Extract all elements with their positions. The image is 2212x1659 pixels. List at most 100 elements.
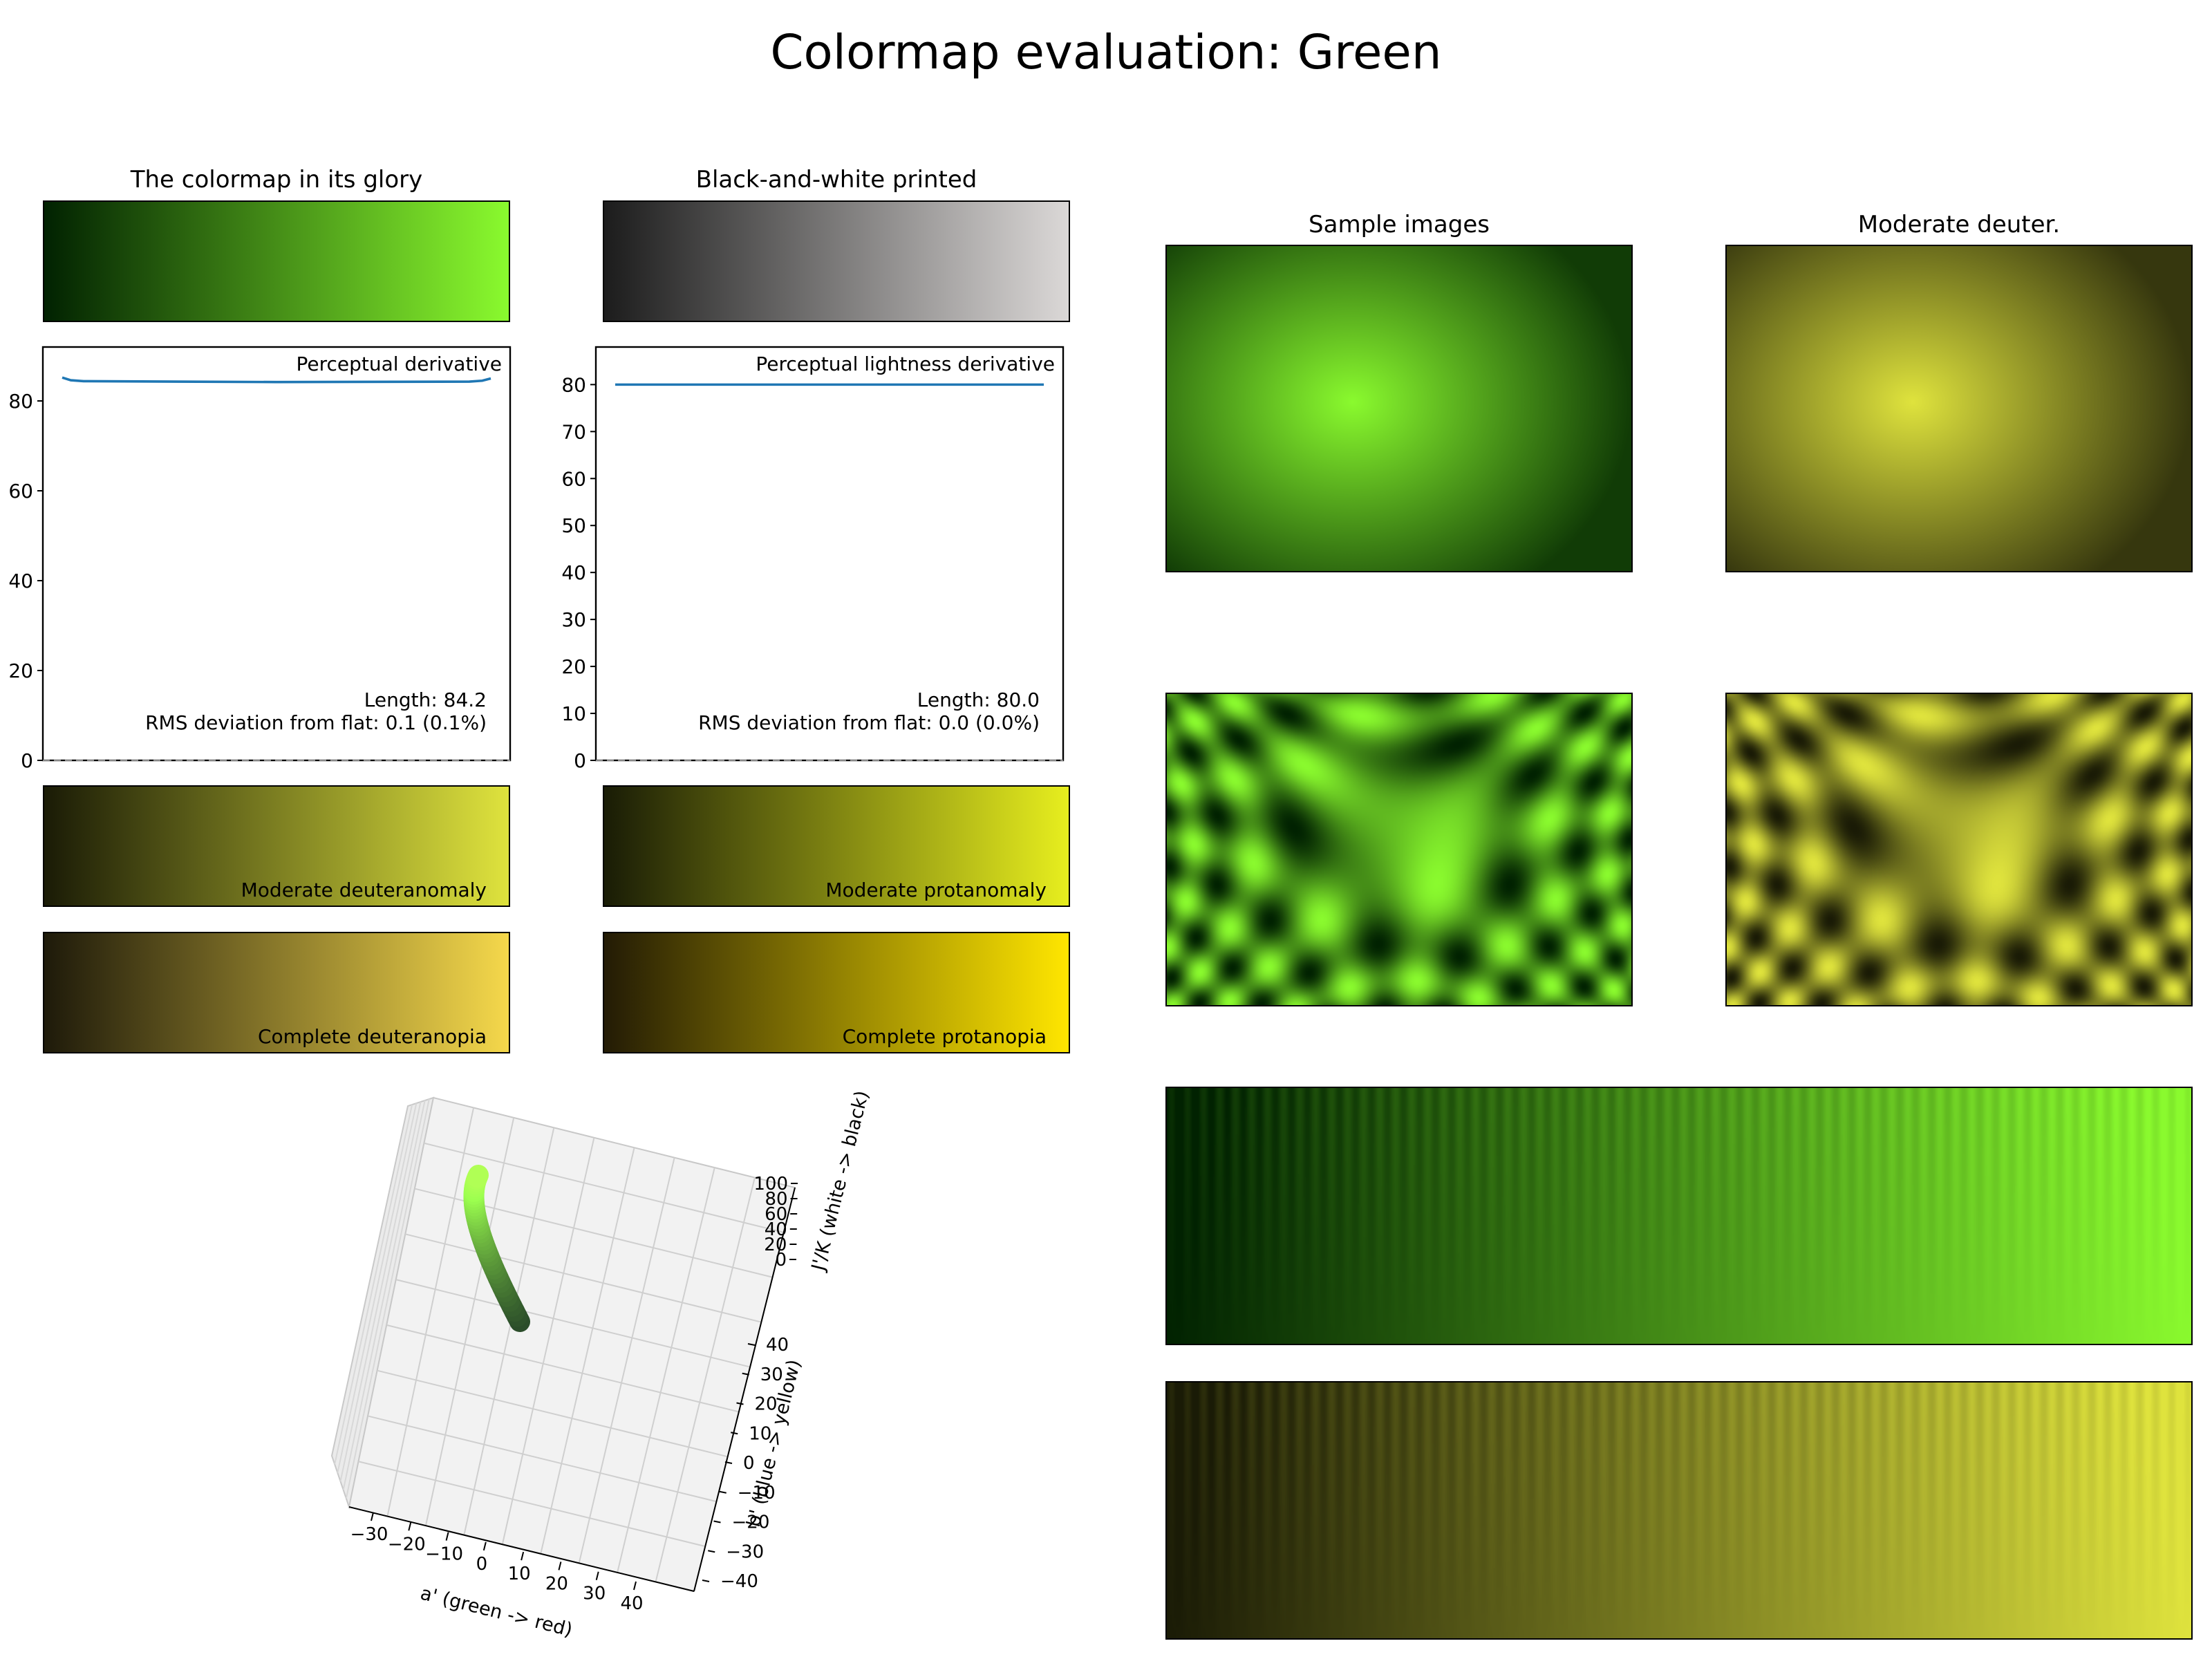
grayscale-bar [603, 200, 1070, 322]
b-tick-label: 30 [760, 1365, 783, 1385]
perceptual-derivative-ytick-label: 80 [8, 390, 33, 413]
sample-image-elevation-deuter [1725, 245, 2193, 572]
lightness-derivative-ytick-label: 40 [561, 561, 586, 584]
perceptual-derivative-annotation: RMS deviation from flat: 0.1 (0.1%) [145, 711, 487, 734]
grid-line [540, 1147, 635, 1555]
bw-title: Black-and-white printed [695, 166, 977, 194]
grid-line [386, 1107, 475, 1517]
grid-line [617, 1167, 715, 1573]
a-tick-label: 0 [476, 1554, 488, 1575]
lightness-derivative-title: Perceptual lightness derivative [756, 353, 1055, 375]
b-tick-label: −40 [720, 1571, 758, 1592]
b-tick-label: 20 [755, 1394, 778, 1415]
b-tick-mark [719, 1490, 727, 1494]
deuteranopia-label: Complete deuteranopia [257, 1025, 487, 1048]
a-tick-mark [558, 1562, 562, 1571]
a-tick-mark [595, 1571, 599, 1580]
glory-title: The colormap in its glory [130, 166, 423, 194]
perceptual-derivative-series-line [62, 376, 491, 384]
a-tick-mark [371, 1512, 374, 1521]
a-tick-label: −20 [388, 1534, 426, 1555]
grid-line [367, 1415, 717, 1503]
b-tick-label: 40 [766, 1335, 789, 1356]
lightness-derivative-ytick-label: 10 [561, 702, 586, 725]
z-tick-label: 60 [765, 1204, 787, 1225]
a-tick-label: −10 [425, 1544, 463, 1565]
colormap-bar [43, 200, 510, 322]
a-tick-mark [445, 1532, 449, 1541]
grid-line [386, 1324, 740, 1413]
grid-line [377, 1369, 728, 1458]
b-tick-mark [736, 1402, 744, 1405]
lightness-derivative-ytick-label: 70 [561, 420, 586, 443]
b-tick-mark [708, 1550, 715, 1553]
lightness-derivative-annotation: Length: 80.0 [917, 688, 1040, 711]
b-tick-label: 10 [749, 1423, 771, 1444]
sample-image-grating-deuter [1165, 1381, 2193, 1640]
perceptual-derivative-ytick-label: 40 [8, 570, 33, 592]
lightness-derivative-ytick-label: 20 [561, 655, 586, 678]
grid-line [501, 1137, 595, 1545]
perceptual-derivative-chart: 0 20 40 60 80 Perceptual derivative Length: 84… [8, 346, 512, 772]
b-tick-mark [731, 1432, 738, 1435]
grid-line [424, 1142, 785, 1233]
deuteranomaly-label: Moderate deuteranomaly [241, 879, 487, 901]
a-axis-line [348, 1506, 695, 1592]
b-tick-label: −30 [726, 1541, 764, 1562]
sample-images-title: Sample images [1309, 211, 1490, 238]
colorspace-3d-plot: −30 −20 −10 0 10 20 30 40−40−30−20−100102030400… [330, 1089, 873, 1641]
a-tick-mark [521, 1551, 525, 1561]
deuteranopia-bar: Complete deuteranopia [43, 932, 510, 1053]
a-tick-label: 40 [620, 1593, 643, 1614]
b-tick-label: −10 [738, 1483, 776, 1503]
b-tick-mark [747, 1343, 756, 1346]
a-tick-label: −30 [350, 1524, 388, 1545]
z-tick-label: 20 [764, 1235, 787, 1255]
a-tick-mark [482, 1541, 487, 1551]
grid-line [345, 1098, 430, 1499]
a-tick-label: 10 [508, 1564, 531, 1584]
b-axis-line [693, 1187, 796, 1592]
b-tick-mark [713, 1520, 721, 1524]
grid-line [463, 1127, 555, 1535]
protanomaly-bar: Moderate protanomaly [603, 785, 1070, 907]
perceptual-derivative-frame [41, 346, 512, 762]
lightness-derivative-ytick-label: 80 [561, 373, 586, 396]
grid-line [578, 1157, 675, 1564]
b-tick-mark [742, 1372, 749, 1376]
perceptual-derivative-ytick-label: 20 [8, 659, 33, 682]
perceptual-derivative-title: Perceptual derivative [296, 353, 502, 375]
sample-image-waves-deuter [1725, 693, 2193, 1006]
figure-title: Colormap evaluation: Green [770, 25, 1442, 80]
a-tick-mark [633, 1581, 637, 1591]
lightness-derivative-frame [594, 346, 1065, 762]
grid-line [339, 1101, 422, 1482]
grid-line [358, 1461, 706, 1548]
z-tick-label: 0 [775, 1250, 787, 1271]
protanopia-label: Complete protanopia [842, 1025, 1047, 1048]
b-tick-mark [702, 1580, 710, 1582]
z-axis-label: J'/K (white -> black) [807, 1089, 873, 1274]
perceptual-derivative-ytick-label: 0 [21, 749, 33, 772]
protanomaly-label: Moderate protanomaly [825, 879, 1047, 901]
b-tick-mark [724, 1461, 733, 1464]
protanopia-bar: Complete protanopia [603, 932, 1070, 1053]
a-tick-label: 20 [545, 1573, 568, 1594]
perceptual-derivative-annotation: Length: 84.2 [364, 688, 487, 711]
grid-line [395, 1279, 751, 1368]
z-tick-label: 80 [765, 1189, 788, 1210]
sample-image-waves [1165, 693, 1633, 1006]
lightness-derivative-ytick-label: 60 [561, 467, 586, 490]
z-tick-label: 100 [753, 1174, 788, 1194]
moderate-deuter-title: Moderate deuter. [1857, 211, 2061, 238]
grid-line [342, 1100, 426, 1490]
grid-line [334, 1104, 413, 1465]
z-tick-label: 40 [765, 1219, 787, 1240]
lightness-derivative-ytick-label: 50 [561, 514, 586, 537]
b-tick-label: −20 [732, 1512, 770, 1533]
grid-line [337, 1103, 418, 1473]
perceptual-derivative-ytick-label: 60 [8, 480, 33, 503]
lightness-derivative-ytick-label: 30 [561, 608, 586, 631]
a-tick-mark [408, 1522, 412, 1531]
lightness-derivative-annotation: RMS deviation from flat: 0.0 (0.0%) [698, 711, 1040, 734]
